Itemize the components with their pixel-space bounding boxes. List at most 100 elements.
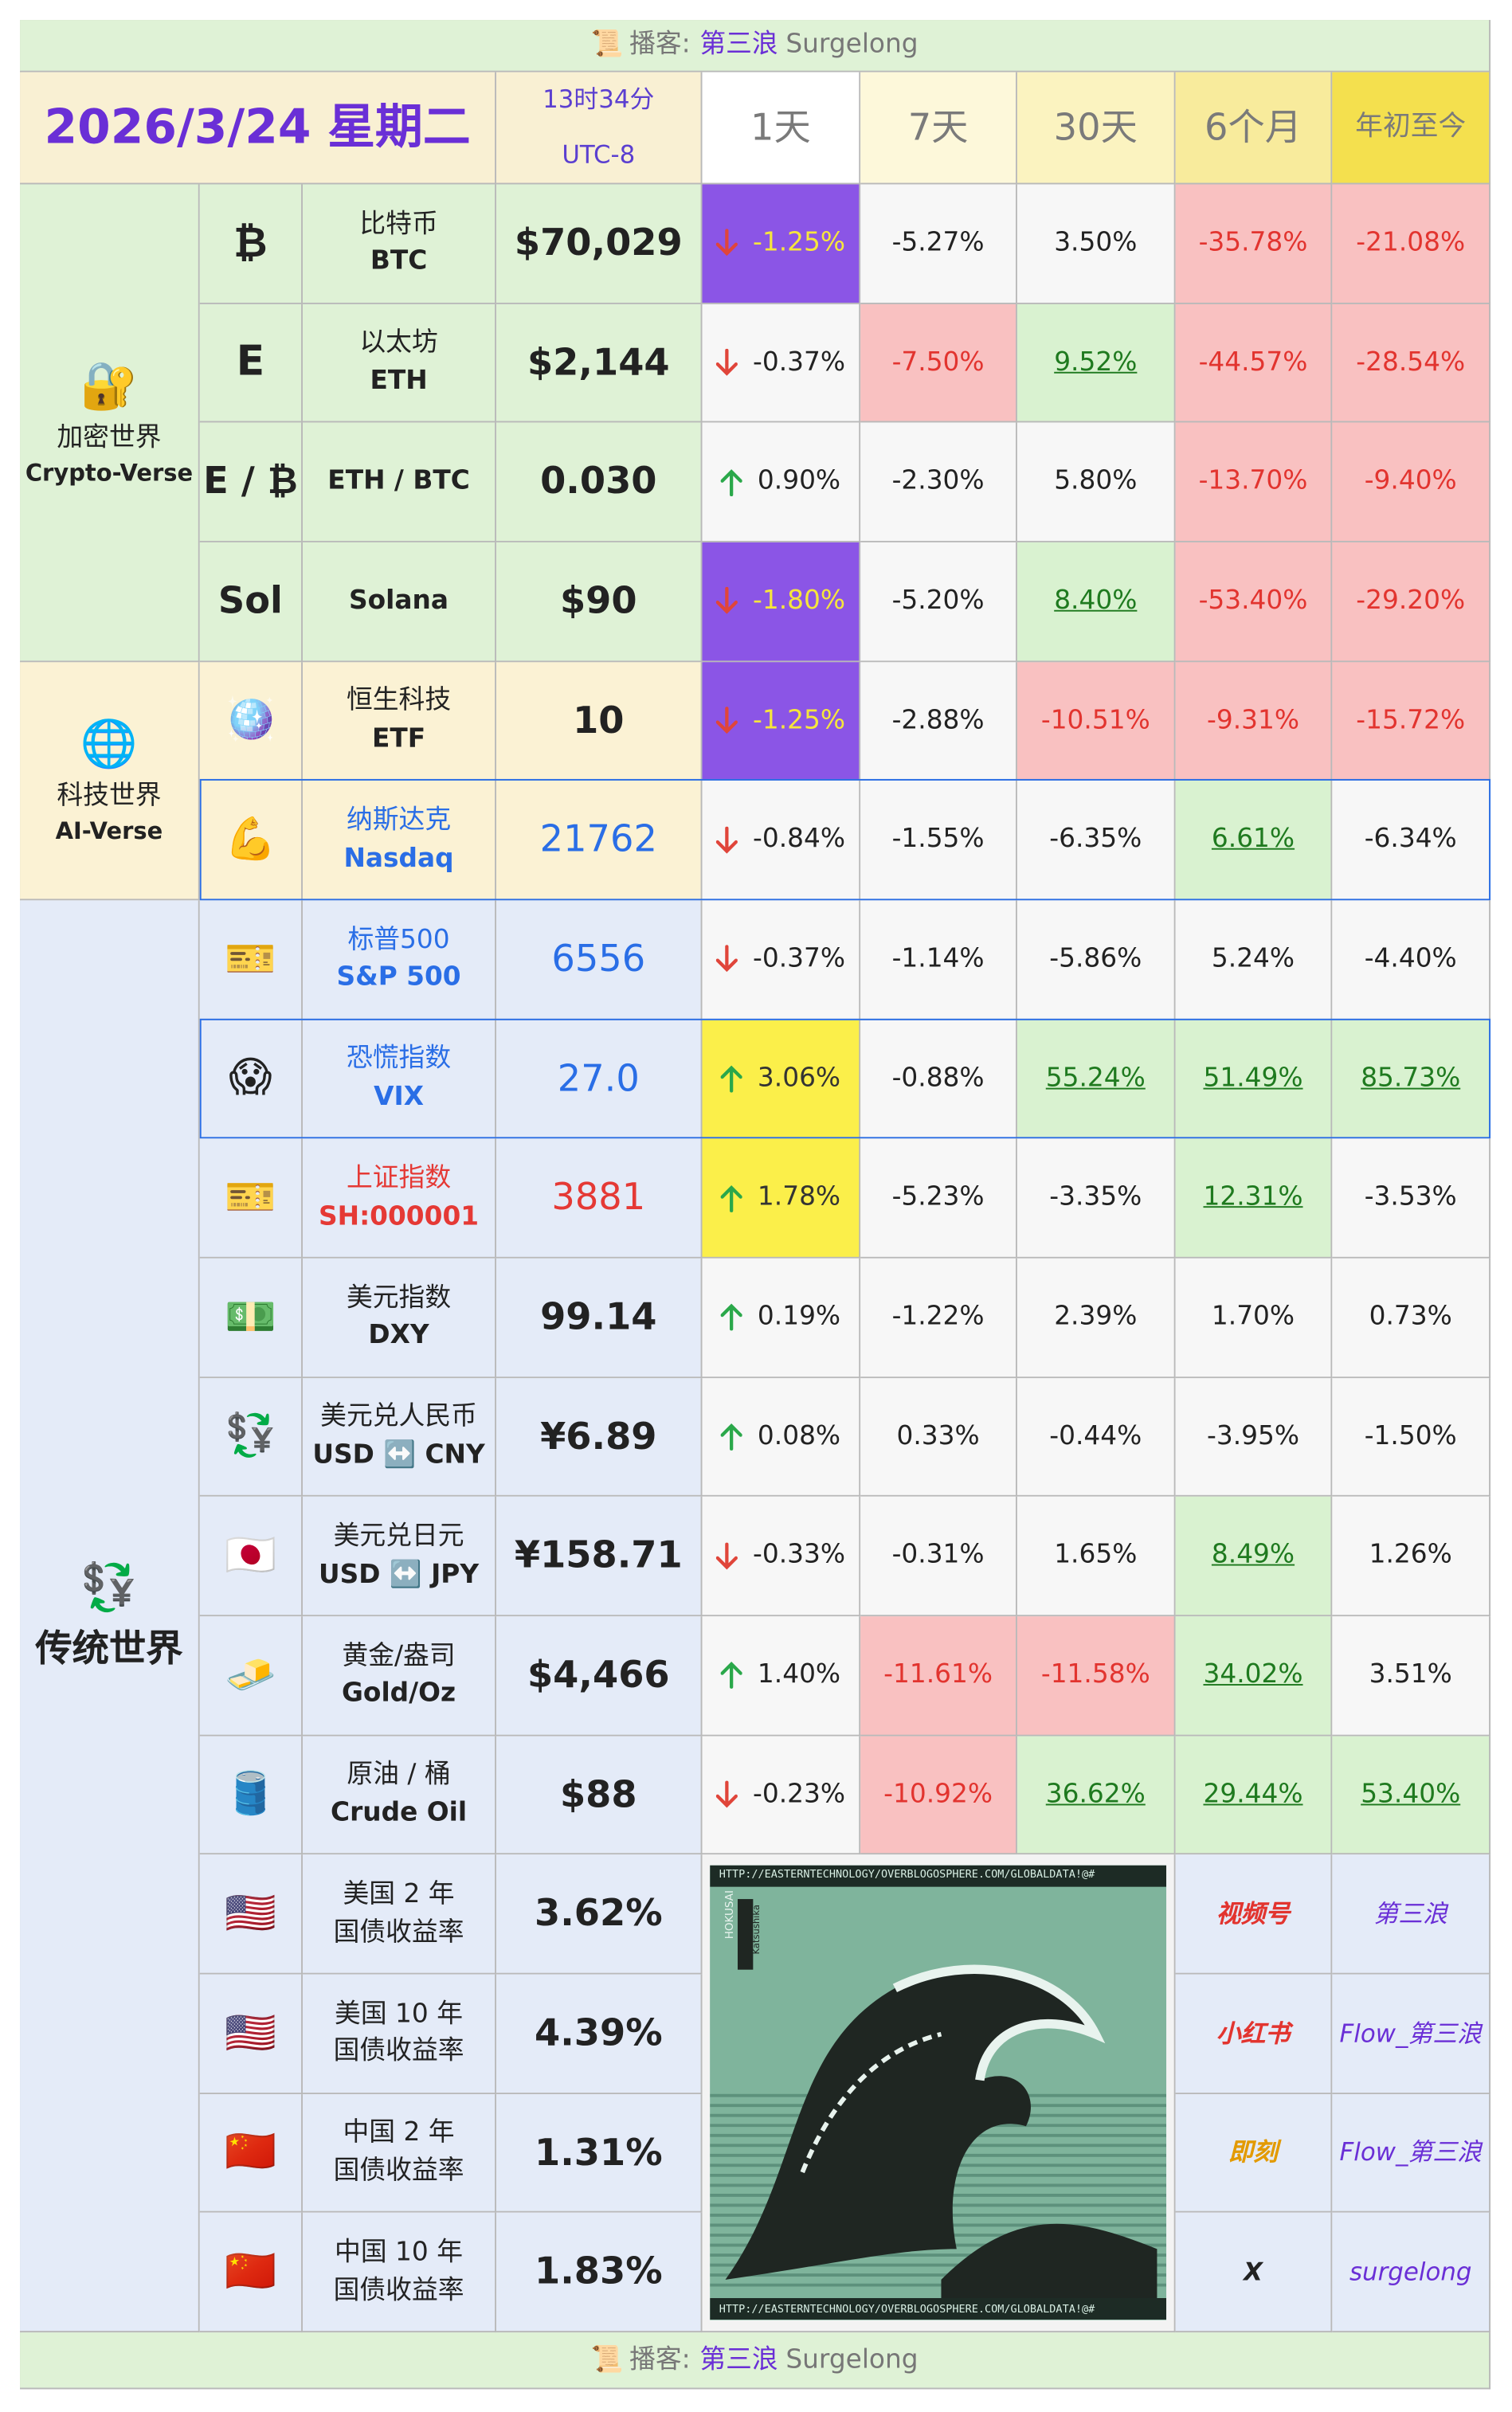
price-cell: 0.030 [496, 423, 703, 542]
column-header: 6个月 [1175, 72, 1333, 185]
price-cell: 6556 [496, 900, 703, 1020]
price-cell: 10 [496, 661, 703, 781]
price: 0.030 [540, 460, 657, 503]
change-value: 1.65% [1054, 1540, 1138, 1571]
arrow-down [715, 707, 738, 734]
price: 10 [573, 698, 625, 742]
row-icon: 💱 [224, 1412, 276, 1461]
change-value: 5.80% [1054, 466, 1138, 497]
change-cell: -6.35% [1016, 781, 1176, 901]
price: ¥158.71 [514, 1533, 683, 1577]
change-value: 34.02% [1203, 1659, 1303, 1690]
change-cell: -2.88% [860, 661, 1017, 781]
change-value: -5.23% [891, 1181, 985, 1213]
name-cn: 上证指数 [346, 1163, 452, 1194]
change-value: -9.31% [1207, 704, 1300, 736]
price: 1.83% [534, 2250, 663, 2293]
social-platform: X [1244, 2257, 1263, 2287]
podcast-label: 播客: [629, 2343, 691, 2375]
icon-cell: 😱 [199, 1020, 303, 1139]
name-en: ETH / BTC [327, 466, 470, 497]
arrow-up [720, 1662, 742, 1690]
row-highlight-border [199, 1018, 1491, 1139]
name-en: 国债收益率 [333, 1917, 464, 1948]
name-cell: 标普500 S&P 500 [302, 900, 497, 1020]
name-en: Solana [349, 585, 449, 617]
name-en: USD ↔️ JPY [318, 1559, 480, 1590]
social-handle: 第三浪 [1373, 1899, 1448, 1928]
change-cell: -1.22% [860, 1258, 1017, 1378]
change-value: 36.62% [1045, 1779, 1146, 1810]
change-value: 8.49% [1211, 1540, 1295, 1571]
change-value: -13.70% [1198, 466, 1308, 497]
change-cell: -0.37% [702, 900, 861, 1020]
change-value: 53.40% [1361, 1779, 1461, 1810]
change-value: 51.49% [1203, 1063, 1303, 1094]
change-value: -0.37% [753, 943, 846, 974]
artwork-caption: HTTP://EASTERNTECHNOLOGY/OVERBLOGOSPHERE… [719, 2303, 1095, 2316]
change-value: 0.90% [757, 466, 841, 497]
change-value: -2.88% [891, 704, 985, 736]
name-en: ETH [370, 366, 428, 397]
name-en: Gold/Oz [341, 1678, 456, 1709]
column-title: 6个月 [1204, 105, 1302, 149]
change-cell: 8.49% [1175, 1497, 1333, 1617]
name-cell: 美元兑人民币 USD ↔️ CNY [302, 1377, 497, 1498]
name-en: USD ↔️ CNY [312, 1439, 485, 1470]
change-cell: -29.20% [1332, 542, 1491, 662]
price-cell: 1.83% [496, 2213, 703, 2333]
price: 6556 [551, 937, 646, 981]
icon-cell: Sol [199, 542, 303, 662]
price-cell: $90 [496, 542, 703, 662]
name-en: BTC [370, 246, 428, 277]
change-cell: -0.84% [702, 781, 861, 901]
icon-cell: ₿ [199, 184, 303, 304]
icon-cell: 🎫 [199, 900, 303, 1020]
name-en: 国债收益率 [333, 2036, 464, 2068]
change-cell: -0.37% [702, 303, 861, 424]
time: 13时34分 [543, 84, 655, 115]
row-icon: 💵 [224, 1293, 276, 1341]
artwork-label: HOKUSAI [723, 1890, 736, 1940]
change-value: -3.53% [1364, 1181, 1457, 1213]
name-cn: 标普500 [347, 924, 450, 956]
podcast-name-en: Surgelong [785, 29, 919, 61]
change-value: -0.31% [891, 1540, 985, 1571]
podcast-name: 第三浪 [699, 2343, 778, 2375]
podcast-icon: 📜 [590, 29, 624, 61]
change-value: 0.33% [896, 1420, 980, 1452]
change-cell: -4.40% [1332, 900, 1491, 1020]
row-icon: 😱 [229, 1055, 272, 1102]
change-value: 3.51% [1369, 1659, 1452, 1690]
change-value: -1.50% [1364, 1420, 1457, 1452]
change-value: -21.08% [1356, 227, 1466, 259]
column-header: 30天 [1016, 72, 1176, 185]
icon-cell: 🇺🇸 [199, 1854, 303, 1975]
podcast-label: 播客: [629, 29, 691, 61]
change-cell: 0.08% [702, 1377, 861, 1498]
change-cell: -3.95% [1175, 1377, 1333, 1498]
group-cell: 🔐 加密世界 Crypto-Verse [20, 184, 200, 662]
change-value: 8.40% [1054, 585, 1138, 617]
arrow-down [715, 945, 738, 973]
row-highlight-border [199, 779, 1491, 901]
icon-cell: E / ₿ [199, 423, 303, 542]
row-icon: 🧈 [224, 1651, 276, 1699]
price: 1.31% [534, 2130, 663, 2174]
price-cell: 3881 [496, 1138, 703, 1259]
change-cell: -5.23% [860, 1138, 1017, 1259]
change-value: -0.44% [1049, 1420, 1142, 1452]
price-cell: $70,029 [496, 184, 703, 304]
name-cn: 中国 2 年 [343, 2117, 455, 2149]
change-value: -0.84% [753, 824, 846, 856]
change-cell: -5.27% [860, 184, 1017, 304]
name-cell: 上证指数 SH:000001 [302, 1138, 497, 1259]
change-cell: 1.26% [1332, 1497, 1491, 1617]
icon-cell: 🇨🇳 [199, 2213, 303, 2333]
change-value: 0.19% [757, 1301, 841, 1333]
name-en: ETF [371, 723, 426, 755]
name-en: DXY [368, 1320, 429, 1352]
name-cell: 美国 10 年国债收益率 [302, 1974, 497, 2094]
name-cn: 黄金/盎司 [342, 1640, 456, 1672]
artwork: HTTP://EASTERNTECHNOLOGY/OVERBLOGOSPHERE… [710, 1866, 1167, 2320]
